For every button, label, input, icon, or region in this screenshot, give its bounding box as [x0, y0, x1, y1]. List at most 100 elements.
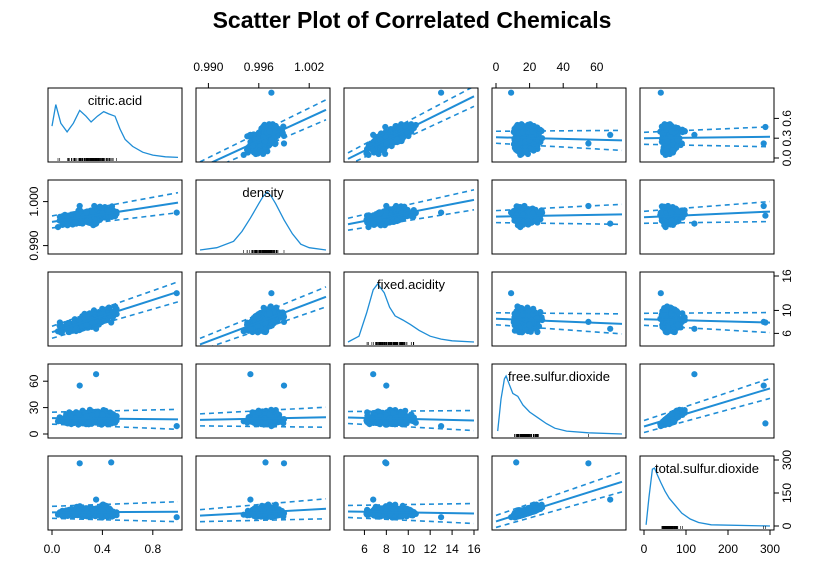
- panel-density-vs-density: density: [195, 179, 331, 255]
- data-point: [93, 325, 100, 332]
- data-point: [268, 136, 275, 144]
- panel-frame: [639, 179, 775, 255]
- data-point: [383, 202, 390, 210]
- data-point: [266, 310, 273, 318]
- rug-citric.acid: [57, 158, 117, 161]
- variable-label-fixed.acidity: fixed.acidity: [377, 277, 445, 292]
- data-point: [244, 146, 251, 153]
- density-curve-citric.acid: [51, 104, 179, 159]
- data-point: [760, 202, 767, 210]
- data-point: [530, 122, 537, 130]
- data-point: [657, 89, 664, 96]
- data-point: [522, 147, 529, 154]
- spread-line-upper: [199, 286, 327, 340]
- data-point: [664, 138, 671, 145]
- panel-frame: [47, 87, 183, 163]
- data-point: [261, 305, 268, 312]
- spread-line-lower: [51, 211, 179, 229]
- data-point: [530, 305, 537, 312]
- data-point: [108, 212, 115, 219]
- panel-frame: [195, 271, 331, 347]
- data-point: [377, 222, 384, 229]
- points-citric.acid-vs-density: [240, 89, 288, 158]
- panel-grid: citric.aciddensityfixed.acidityfree.sulf…: [27, 60, 794, 556]
- data-point: [511, 327, 518, 334]
- spread-line-upper: [347, 189, 475, 220]
- spread-line-lower: [495, 142, 623, 152]
- panel-frame: [491, 179, 627, 255]
- data-point: [607, 325, 614, 332]
- panel-fixed.acidity-vs-free.sulfur.dioxide: [491, 271, 627, 347]
- panel-frame: [343, 179, 479, 255]
- data-point: [525, 128, 532, 135]
- data-point: [64, 222, 71, 229]
- spread-line-lower: [495, 323, 623, 335]
- data-point: [173, 209, 180, 216]
- data-point: [408, 213, 415, 220]
- spread-line-lower: [210, 306, 327, 346]
- data-point: [681, 314, 688, 321]
- data-point: [108, 203, 116, 210]
- data-point: [607, 131, 614, 138]
- spread-line-upper: [643, 200, 771, 213]
- panel-frame: [491, 87, 627, 163]
- spread-line-upper: [51, 191, 179, 217]
- panel-fixed.acidity-vs-density: [195, 271, 331, 347]
- variable-label-density: density: [242, 185, 284, 200]
- data-point: [657, 209, 664, 216]
- regression-line: [199, 295, 327, 346]
- data-point: [382, 123, 389, 131]
- data-point: [280, 318, 288, 325]
- data-point: [607, 220, 614, 227]
- data-point: [402, 123, 409, 130]
- data-point: [383, 140, 390, 147]
- data-point: [513, 319, 520, 326]
- spread-line-upper: [347, 88, 473, 154]
- data-point: [669, 147, 677, 154]
- spread-line-upper: [495, 129, 623, 133]
- data-point: [527, 145, 534, 152]
- data-point: [508, 290, 515, 297]
- spread-line-lower: [347, 209, 475, 232]
- data-point: [268, 89, 275, 96]
- data-point: [83, 321, 90, 329]
- data-point: [72, 219, 79, 226]
- data-point: [240, 328, 247, 335]
- data-point: [519, 129, 526, 136]
- panel-density-vs-total.sulfur.dioxide: [639, 179, 775, 255]
- data-point: [83, 217, 90, 225]
- spread-line-lower: [643, 143, 771, 148]
- spread-line-upper: [643, 125, 771, 134]
- data-point: [508, 209, 515, 216]
- data-point: [247, 325, 254, 332]
- panel-density-vs-citric.acid: [47, 179, 183, 255]
- panel-citric.acid-vs-free.sulfur.dioxide: [491, 87, 627, 163]
- data-point: [438, 89, 445, 96]
- panel-density-vs-free.sulfur.dioxide: [491, 179, 627, 255]
- spread-line-lower: [51, 301, 179, 339]
- regression-line: [495, 317, 623, 325]
- spread-line-lower: [643, 220, 771, 225]
- panel-density-vs-fixed.acidity: [343, 179, 479, 255]
- data-point: [514, 203, 522, 210]
- data-point: [261, 138, 269, 145]
- data-point: [662, 123, 669, 130]
- panel-citric.acid-vs-citric.acid: citric.acid: [47, 87, 183, 163]
- points-citric.acid-vs-free.sulfur.dioxide: [508, 89, 614, 158]
- points-citric.acid-vs-fixed.acidity: [363, 89, 445, 158]
- panel-frame: [343, 87, 479, 163]
- spread-line-lower: [495, 221, 623, 226]
- panel-frame: [343, 271, 479, 347]
- data-point: [252, 313, 259, 320]
- regression-line: [643, 210, 771, 219]
- panel-fixed.acidity-vs-fixed.acidity: fixed.acidity: [343, 271, 479, 347]
- rug-density: [243, 250, 285, 253]
- data-point: [515, 147, 523, 154]
- data-point: [64, 320, 71, 327]
- panel-citric.acid-vs-total.sulfur.dioxide: [639, 87, 775, 163]
- regression-line: [51, 290, 179, 334]
- regression-line: [347, 198, 475, 226]
- density-curve-density: [199, 191, 327, 251]
- data-point: [513, 123, 520, 131]
